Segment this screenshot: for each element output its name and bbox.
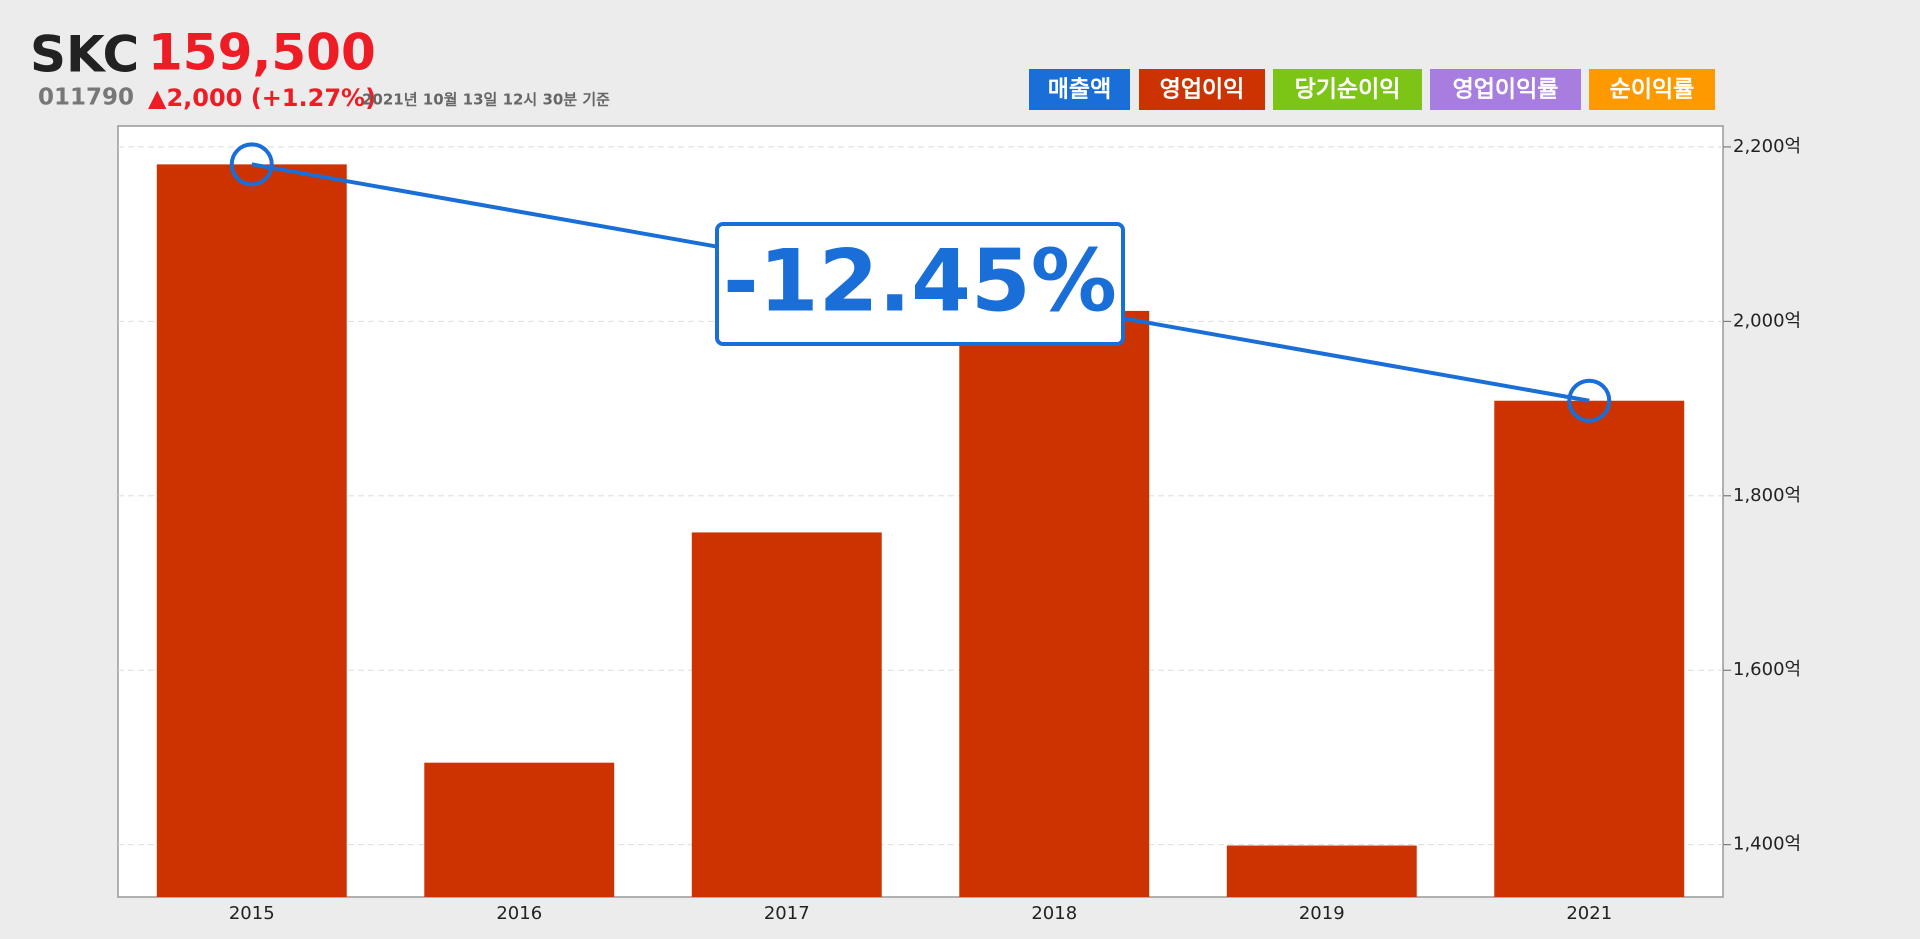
legend-button[interactable] bbox=[1273, 69, 1422, 110]
trend-point bbox=[229, 142, 274, 187]
bar bbox=[1226, 845, 1417, 897]
legend-button-label[interactable]: 매출액 bbox=[1048, 77, 1111, 103]
legend-button[interactable] bbox=[1430, 69, 1581, 110]
bar bbox=[959, 310, 1150, 897]
y-tick-label: 1,800억 bbox=[1733, 485, 1801, 506]
x-tick-label: 2015 bbox=[229, 903, 275, 924]
x-tick-label: 2016 bbox=[496, 903, 542, 924]
price-change: ▲2,000 (+1.27%) bbox=[148, 84, 376, 112]
stock-price: 159,500 bbox=[148, 24, 376, 82]
bar bbox=[424, 762, 615, 897]
legend-button-label[interactable]: 영업이익 bbox=[1160, 77, 1245, 103]
legend-button[interactable] bbox=[1589, 69, 1715, 110]
y-tick-label: 2,000억 bbox=[1733, 310, 1801, 331]
y-tick-label: 2,200억 bbox=[1733, 136, 1801, 157]
x-tick-label: 2018 bbox=[1031, 903, 1077, 924]
bar bbox=[1494, 400, 1685, 897]
trend-label: -12.45% bbox=[723, 231, 1117, 331]
legend-button[interactable] bbox=[1139, 69, 1265, 110]
stock-code: 011790 bbox=[38, 85, 134, 111]
trend-label-box bbox=[715, 222, 1125, 346]
legend-button-label[interactable]: 당기순이익 bbox=[1295, 77, 1401, 103]
stock-name: SKC bbox=[30, 26, 139, 84]
x-tick-label: 2017 bbox=[764, 903, 810, 924]
x-tick-label: 2021 bbox=[1566, 903, 1612, 924]
legend-button-label[interactable]: 순이익률 bbox=[1610, 77, 1695, 103]
bar bbox=[691, 532, 882, 897]
x-tick-label: 2019 bbox=[1299, 903, 1345, 924]
legend-button[interactable] bbox=[1029, 69, 1130, 110]
timestamp: 2021년 10월 13일 12시 30분 기준 bbox=[362, 91, 610, 109]
bar bbox=[156, 164, 347, 898]
y-tick-label: 1,400억 bbox=[1733, 834, 1801, 855]
y-tick-label: 1,600억 bbox=[1733, 659, 1801, 680]
legend-button-label[interactable]: 영업이익률 bbox=[1453, 77, 1559, 103]
trend-point bbox=[1567, 378, 1612, 423]
